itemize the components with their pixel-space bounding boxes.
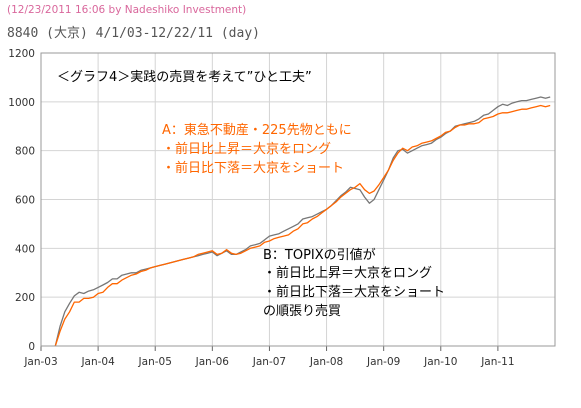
x-tick-label: Jan-04 — [80, 356, 115, 368]
y-tick-label: 0 — [28, 341, 35, 353]
x-tick-label: Jan-06 — [195, 356, 230, 368]
annotation-a-line: ・前日比上昇＝大京をロング — [162, 141, 331, 157]
y-tick-label: 1000 — [8, 97, 35, 109]
y-tick-label: 600 — [15, 195, 35, 207]
x-tick-label: Jan-05 — [138, 356, 172, 368]
y-axis-ticks: 0 200 400 600 800 1000 1200 — [8, 48, 35, 353]
annotation-b-line: の順張り売買 — [263, 303, 341, 319]
annotation-b: B：TOPIXの引値が・前日比上昇＝大京をロング・前日比下落＝大京をショートの順… — [263, 247, 445, 319]
x-tick-label: Jan-07 — [252, 356, 286, 368]
annotation-a-line: ・前日比下落＝大京をショート — [162, 160, 344, 176]
y-tick-label: 800 — [15, 146, 35, 158]
annotation-b-line: B：TOPIXの引値が — [263, 247, 376, 263]
x-tick-label: Jan-03 — [23, 356, 57, 368]
annotation-a: A：東急不動産・225先物ともに・前日比上昇＝大京をロング・前日比下落＝大京をシ… — [162, 122, 352, 176]
plot-frame — [40, 52, 556, 347]
annotation-a-line: A：東急不動産・225先物ともに — [162, 122, 352, 138]
y-tick-label: 1200 — [8, 48, 35, 60]
series-line-b — [54, 96, 551, 347]
chart-subtitle: 8840 (大京) 4/1/03-12/22/11 (day) — [7, 26, 260, 41]
gridlines — [40, 52, 555, 347]
y-tick-label: 200 — [15, 292, 35, 304]
x-tick-label: Jan-08 — [309, 356, 343, 368]
series-line-a — [54, 104, 551, 347]
y-tick-label: 400 — [15, 243, 35, 255]
annotation-b-line: ・前日比上昇＝大京をロング — [263, 265, 432, 281]
annotation-heading: ＜グラフ4＞実践の売買を考えて”ひと工夫” — [57, 69, 312, 85]
x-axis-ticks: Jan-03 Jan-04 Jan-05 Jan-06 Jan-07 Jan-08 Jan-… — [23, 346, 515, 368]
series-lines — [54, 96, 551, 347]
credit-line: (12/23/2011 16:06 by Nadeshiko Investmen… — [7, 4, 247, 16]
annotation-b-line: ・前日比下落＝大京をショート — [263, 284, 445, 300]
x-tick-label: Jan-09 — [366, 356, 400, 368]
x-tick-label: Jan-11 — [480, 356, 514, 368]
x-tick-label: Jan-10 — [423, 356, 457, 368]
